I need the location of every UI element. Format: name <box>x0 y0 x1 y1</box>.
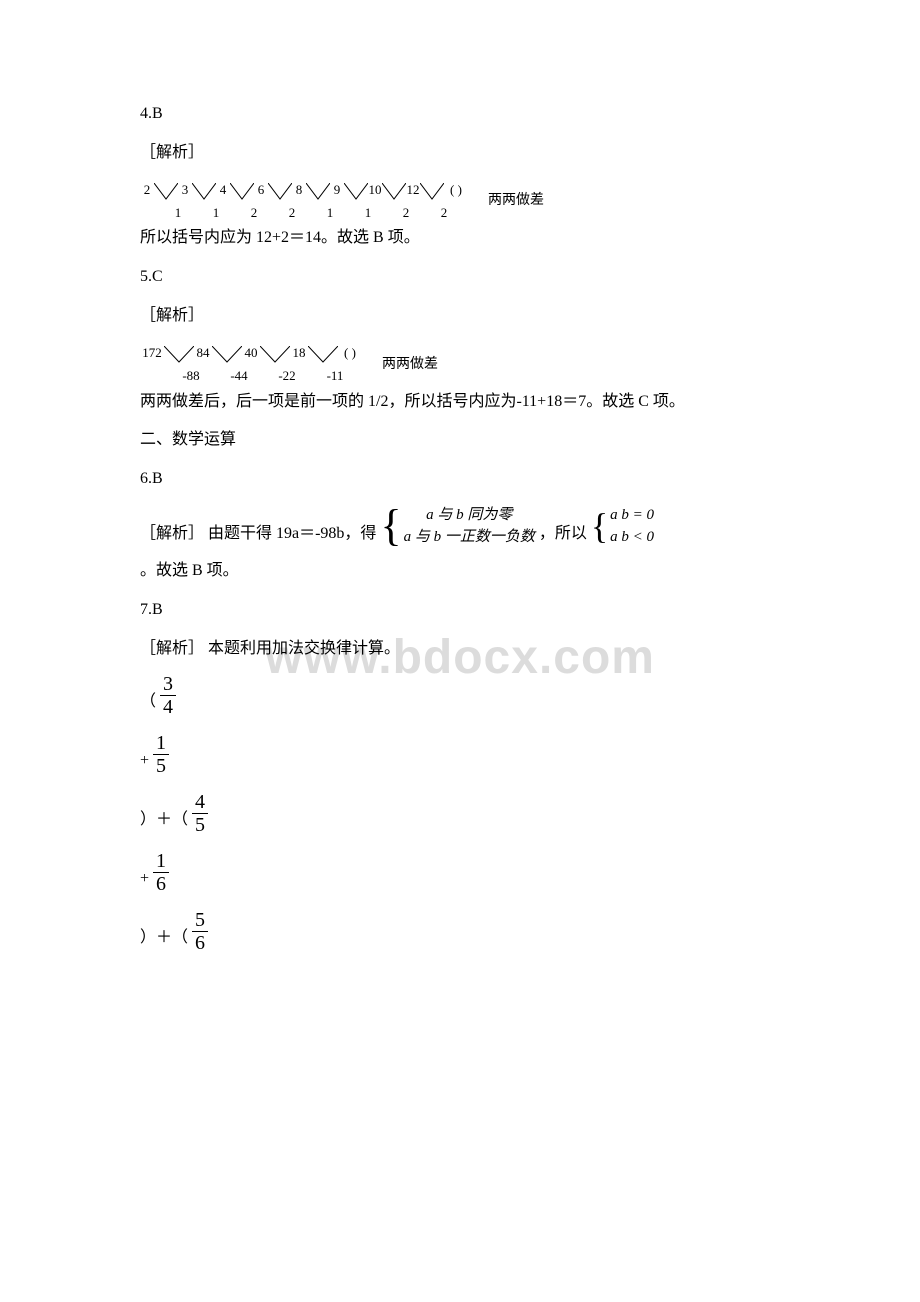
q4-diff-diagram: 2 3 4 6 8 9 10 12 ( ) 1 <box>140 178 780 225</box>
q4-seq-4: 8 <box>292 178 306 201</box>
frac-prefix: （ <box>140 688 156 719</box>
q4-conclusion: 所以括号内应为 12+2＝14。故选 B 项。 <box>140 224 780 253</box>
q6-b1-l1: a 与 b 同为零 <box>426 507 512 523</box>
q4-diff-2: 2 <box>242 201 266 224</box>
q6-b2-l2: a b < 0 <box>610 526 654 549</box>
v-icon <box>382 183 406 201</box>
q4-diff-5: 1 <box>356 201 380 224</box>
frac-den: 4 <box>160 696 176 718</box>
frac-num: 1 <box>153 850 169 873</box>
q6-number: 6.B <box>140 465 780 494</box>
v-icon <box>344 183 368 201</box>
q4-diff-label: 两两做差 <box>488 188 544 213</box>
frac-den: 6 <box>153 873 169 895</box>
frac-num: 4 <box>192 791 208 814</box>
v-icon <box>154 183 178 201</box>
q6-analysis-row2: ，所以 { a b = 0 a b < 0 <box>539 504 654 549</box>
frac-num: 1 <box>153 732 169 755</box>
q6-analysis-prefix: ［解析］ 由题干得 19a＝-98b，得 <box>140 520 376 549</box>
frac-den: 5 <box>192 814 208 836</box>
frac-prefix: ）＋（ <box>140 924 188 955</box>
q6-b2-l1: a b = 0 <box>610 504 654 527</box>
v-icon <box>268 183 292 201</box>
frac-num: 3 <box>160 673 176 696</box>
q7-frac-4: ）＋（ 5 6 <box>140 909 780 954</box>
q5-seq-0: 172 <box>140 341 164 364</box>
v-icon <box>192 183 216 201</box>
q5-diff-label: 两两做差 <box>382 352 438 377</box>
q4-seq-8: ( ) <box>444 178 468 201</box>
q4-seq-2: 4 <box>216 178 230 201</box>
q4-number: 4.B <box>140 100 780 129</box>
section-2-heading: 二、数学运算 <box>140 426 780 455</box>
v-icon <box>164 346 194 364</box>
document-content: 4.B ［解析］ 2 3 4 6 8 9 10 12 ( ) <box>140 100 780 954</box>
q5-seq-4: ( ) <box>338 341 362 364</box>
q4-seq-6: 10 <box>368 178 382 201</box>
q4-diff-0: 1 <box>166 201 190 224</box>
v-icon <box>420 183 444 201</box>
q4-diff-6: 2 <box>394 201 418 224</box>
q5-seq-1: 84 <box>194 341 212 364</box>
q4-seq-0: 2 <box>140 178 154 201</box>
v-icon <box>212 346 242 364</box>
v-icon <box>230 183 254 201</box>
frac-den: 5 <box>153 755 169 777</box>
frac-prefix: + <box>140 865 149 896</box>
q5-diff-3: -11 <box>320 364 350 387</box>
v-icon <box>260 346 290 364</box>
q4-seq-1: 3 <box>178 178 192 201</box>
q4-diff-3: 2 <box>280 201 304 224</box>
q7-frac-1: + 1 5 <box>140 732 780 777</box>
left-brace-icon: { <box>591 508 608 544</box>
q5-diff-1: -44 <box>224 364 254 387</box>
q4-diff-1: 1 <box>204 201 228 224</box>
q7-frac-3: + 1 6 <box>140 850 780 895</box>
left-brace-icon: { <box>380 504 401 548</box>
q6-b1-l2: a 与 b 一正数一负数 <box>404 529 535 545</box>
q7-number: 7.B <box>140 596 780 625</box>
frac-prefix: ）＋（ <box>140 806 188 837</box>
q5-diff-diagram: 172 84 40 18 ( ) -88 -44 -22 -11 <box>140 341 780 388</box>
q5-diff-2: -22 <box>272 364 302 387</box>
v-icon <box>308 346 338 364</box>
q7-frac-0: （ 3 4 <box>140 673 780 718</box>
q5-seq-2: 40 <box>242 341 260 364</box>
q5-number: 5.C <box>140 263 780 292</box>
q7-frac-2: ）＋（ 4 5 <box>140 791 780 836</box>
q4-seq-3: 6 <box>254 178 268 201</box>
q5-diff-0: -88 <box>176 364 206 387</box>
frac-num: 5 <box>192 909 208 932</box>
frac-den: 6 <box>192 932 208 954</box>
q4-diff-7: 2 <box>432 201 456 224</box>
v-icon <box>306 183 330 201</box>
q5-conclusion: 两两做差后，后一项是前一项的 1/2，所以括号内应为-11+18＝7。故选 C … <box>140 388 780 417</box>
q6-conclusion: 。故选 B 项。 <box>140 557 780 586</box>
q4-analysis-label: ［解析］ <box>140 139 780 168</box>
q6-analysis-row1: ［解析］ 由题干得 19a＝-98b，得 { a 与 b 同为零 a 与 b 一… <box>140 504 535 549</box>
frac-prefix: + <box>140 747 149 778</box>
q4-seq-5: 9 <box>330 178 344 201</box>
q4-diff-4: 1 <box>318 201 342 224</box>
q5-analysis-label: ［解析］ <box>140 302 780 331</box>
q4-seq-7: 12 <box>406 178 420 201</box>
q7-analysis: ［解析］ 本题利用加法交换律计算。 <box>140 635 780 664</box>
q5-seq-3: 18 <box>290 341 308 364</box>
q6-suoyi: ，所以 <box>539 520 587 549</box>
